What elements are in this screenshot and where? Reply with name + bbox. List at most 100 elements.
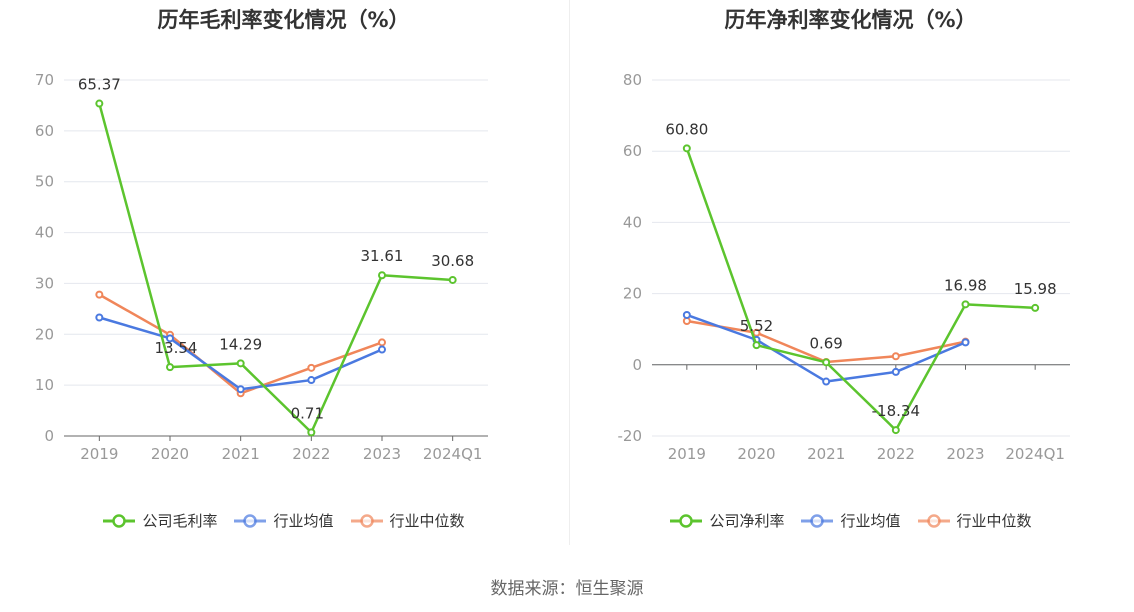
data-point xyxy=(752,328,761,337)
data-point xyxy=(961,338,970,347)
x-tick-label: 2019 xyxy=(80,445,118,463)
data-label: 0.71 xyxy=(291,404,324,422)
data-point xyxy=(682,144,691,153)
legend-marker xyxy=(359,513,374,528)
y-tick-label: 60 xyxy=(623,142,642,160)
data-point xyxy=(1031,303,1040,312)
data-point xyxy=(891,367,900,376)
x-tick-label: 2022 xyxy=(292,445,330,463)
legend-item[interactable]: 行业中位数 xyxy=(917,510,1032,531)
x-tick-label: 2021 xyxy=(222,445,260,463)
y-tick-label: 10 xyxy=(35,376,54,394)
y-tick-label: 40 xyxy=(623,213,642,231)
legend-item[interactable]: 公司毛利率 xyxy=(102,510,217,531)
net-margin-plot: -20 0 20 40 60 80 2019 2020 2021 2022 2023 2024Q1 60… xyxy=(618,71,1070,463)
y-tick-label: 20 xyxy=(35,325,54,343)
legend-marker xyxy=(926,513,941,528)
x-tick-label: 2024Q1 xyxy=(1005,445,1065,463)
legend-swatch-icon xyxy=(350,513,383,528)
data-point xyxy=(961,300,970,309)
chart-title: 历年毛利率变化情况（%） xyxy=(157,8,410,32)
y-tick-label: 60 xyxy=(35,122,54,140)
legend-label: 行业均值 xyxy=(840,512,901,530)
x-tick-label: 2020 xyxy=(737,445,775,463)
data-label: 14.29 xyxy=(219,335,262,353)
data-label: 16.98 xyxy=(944,276,987,294)
data-source: 数据来源：恒生聚源 xyxy=(490,579,644,599)
legend-marker xyxy=(243,513,258,528)
legend-marker xyxy=(810,513,825,528)
data-point xyxy=(95,313,104,322)
legend-item[interactable]: 行业均值 xyxy=(233,510,334,531)
y-tick-label: 30 xyxy=(35,274,54,292)
legend-swatch-icon xyxy=(103,513,136,528)
net-margin-chart: 历年净利率变化情况（%） -20 0 20 40 60 80 2019 2020 2021 202… xyxy=(567,0,1134,560)
gross-margin-plot: 0 10 20 30 40 50 60 70 2019 2020 2021 2022 2023 2024Q… xyxy=(35,71,488,463)
y-tick-label: 0 xyxy=(632,356,642,374)
y-tick-label: -20 xyxy=(618,427,643,445)
legend-item[interactable]: 行业中位数 xyxy=(350,510,465,531)
y-tick-label: 0 xyxy=(44,427,54,445)
x-tick-label: 2023 xyxy=(363,445,401,463)
series-line-0 xyxy=(98,103,453,434)
y-tick-label: 40 xyxy=(35,224,54,242)
legend-label: 行业中位数 xyxy=(389,512,465,530)
legend-item[interactable]: 行业均值 xyxy=(800,510,901,531)
legend-swatch-icon xyxy=(801,513,834,528)
data-point xyxy=(236,359,245,368)
data-point xyxy=(752,341,761,350)
data-point xyxy=(307,376,316,385)
data-label: 15.98 xyxy=(1014,280,1057,298)
data-point xyxy=(307,363,316,372)
legend-marker xyxy=(112,513,127,528)
data-label: -18.34 xyxy=(872,402,920,420)
data-point xyxy=(891,352,900,361)
legend-label: 公司毛利率 xyxy=(142,512,218,530)
legend-label: 行业中位数 xyxy=(956,512,1032,530)
legend-marker xyxy=(679,513,694,528)
data-point xyxy=(95,290,104,299)
data-point xyxy=(378,345,386,354)
data-point xyxy=(95,99,104,108)
data-label: 30.68 xyxy=(431,252,474,270)
data-point xyxy=(682,310,691,319)
y-tick-label: 80 xyxy=(623,71,642,89)
y-tick-label: 20 xyxy=(623,285,642,303)
data-point xyxy=(822,377,831,386)
data-point xyxy=(891,426,900,435)
legend-item[interactable]: 公司净利率 xyxy=(669,510,784,531)
data-point xyxy=(822,358,831,367)
gross-margin-chart: 历年毛利率变化情况（%） 0 10 20 30 40 50 60 70 2019 2020 2021… xyxy=(0,0,567,560)
data-point xyxy=(448,275,457,284)
data-point xyxy=(378,338,386,347)
data-label: 13.54 xyxy=(155,339,198,357)
series-line-0 xyxy=(685,147,1036,432)
data-point xyxy=(166,334,174,343)
data-point xyxy=(166,363,174,372)
x-tick-label: 2023 xyxy=(946,445,984,463)
data-label: 5.52 xyxy=(740,317,773,335)
divider xyxy=(569,0,570,545)
data-point xyxy=(307,428,316,437)
y-tick-label: 70 xyxy=(35,71,54,89)
legend-swatch-icon xyxy=(917,513,950,528)
legend-label: 行业均值 xyxy=(273,512,334,530)
data-point xyxy=(236,385,245,394)
data-label: 60.80 xyxy=(665,120,708,138)
legend-swatch-icon xyxy=(670,513,703,528)
data-label: 65.37 xyxy=(78,76,121,94)
legend: 公司毛利率 行业均值 行业中位数 xyxy=(0,510,567,531)
legend-swatch-icon xyxy=(234,513,267,528)
x-tick-label: 2024Q1 xyxy=(423,445,483,463)
x-tick-label: 2021 xyxy=(807,445,845,463)
data-point xyxy=(378,271,386,280)
legend: 公司净利率 行业均值 行业中位数 xyxy=(567,510,1134,531)
legend-label: 公司净利率 xyxy=(709,512,785,530)
y-tick-label: 50 xyxy=(35,173,54,191)
x-tick-label: 2019 xyxy=(668,445,706,463)
x-tick-label: 2022 xyxy=(877,445,915,463)
data-label: 31.61 xyxy=(361,247,404,265)
series-line-1 xyxy=(98,316,383,391)
data-label: 0.69 xyxy=(809,334,842,352)
x-tick-label: 2020 xyxy=(151,445,189,463)
